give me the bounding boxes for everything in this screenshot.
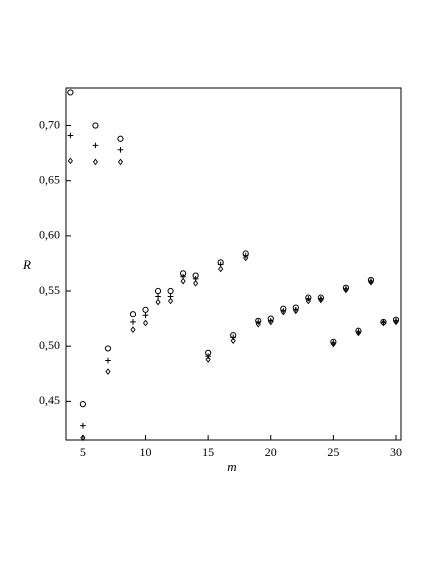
y-tick-label: 0,70 (39, 117, 60, 131)
point-diamond (293, 307, 299, 315)
point-circle (79, 401, 87, 408)
point-diamond (92, 158, 98, 166)
y-tick-label: 0,45 (39, 393, 60, 407)
x-axis-label: m (227, 459, 236, 474)
point-diamond (268, 318, 274, 326)
x-tick-label: 20 (265, 445, 277, 459)
x-tick-label: 15 (202, 445, 214, 459)
y-axis-label: R (22, 257, 31, 272)
point-diamond (280, 308, 286, 316)
point-diamond (318, 296, 324, 304)
point-plus (67, 132, 74, 139)
point-diamond (343, 286, 349, 294)
point-diamond (142, 319, 149, 327)
point-circle (104, 345, 112, 352)
point-circle (129, 311, 137, 318)
y-tick-label: 0,65 (39, 172, 60, 186)
point-diamond (330, 340, 336, 348)
point-circle (142, 306, 149, 313)
point-diamond (67, 157, 73, 165)
y-tick-label: 0,50 (39, 338, 60, 352)
point-diamond (105, 368, 111, 375)
x-tick-label: 25 (327, 445, 339, 459)
point-plus (117, 146, 124, 153)
point-diamond (117, 158, 124, 166)
point-circle (167, 287, 174, 295)
point-plus (155, 293, 161, 300)
point-diamond (218, 265, 224, 273)
point-diamond (355, 329, 361, 337)
point-diamond (305, 297, 311, 305)
point-diamond (168, 297, 174, 305)
y-tick-label: 0,60 (39, 228, 60, 242)
y-tick-label: 0,55 (39, 283, 60, 297)
point-diamond (155, 298, 161, 306)
point-circle (92, 122, 99, 129)
x-tick-label: 30 (390, 445, 402, 459)
point-plus (142, 312, 149, 319)
point-plus (80, 422, 86, 429)
point-plus (105, 357, 111, 364)
point-circle (117, 135, 124, 142)
point-diamond (205, 356, 211, 363)
point-plus (92, 142, 99, 149)
point-circle (67, 89, 74, 96)
point-diamond (368, 278, 374, 286)
plot-frame (65, 87, 402, 441)
x-tick-label: 5 (80, 445, 86, 459)
point-circle (154, 287, 162, 295)
point-diamond (393, 318, 399, 326)
point-diamond (230, 337, 236, 345)
point-diamond (243, 254, 249, 262)
point-diamond (255, 320, 261, 328)
x-tick-label: 10 (140, 445, 152, 459)
point-diamond (180, 277, 186, 285)
point-diamond (380, 319, 387, 327)
point-plus (130, 319, 136, 325)
point-diamond (130, 326, 136, 333)
point-diamond (80, 434, 86, 442)
point-diamond (193, 279, 199, 287)
